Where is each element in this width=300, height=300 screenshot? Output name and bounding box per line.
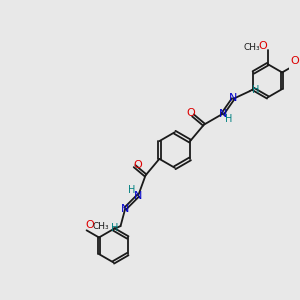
Text: O: O — [85, 220, 94, 230]
Text: N: N — [219, 109, 227, 119]
Text: O: O — [290, 56, 299, 66]
Text: H: H — [252, 85, 260, 95]
Text: CH₃: CH₃ — [244, 43, 260, 52]
Text: CH₃: CH₃ — [93, 222, 109, 231]
Text: N: N — [122, 204, 130, 214]
Text: O: O — [133, 160, 142, 170]
Text: N: N — [134, 190, 142, 201]
Text: H: H — [225, 114, 233, 124]
Text: N: N — [229, 93, 237, 103]
Text: H: H — [128, 185, 136, 195]
Text: O: O — [258, 41, 267, 51]
Text: O: O — [186, 108, 195, 118]
Text: H: H — [110, 223, 118, 232]
